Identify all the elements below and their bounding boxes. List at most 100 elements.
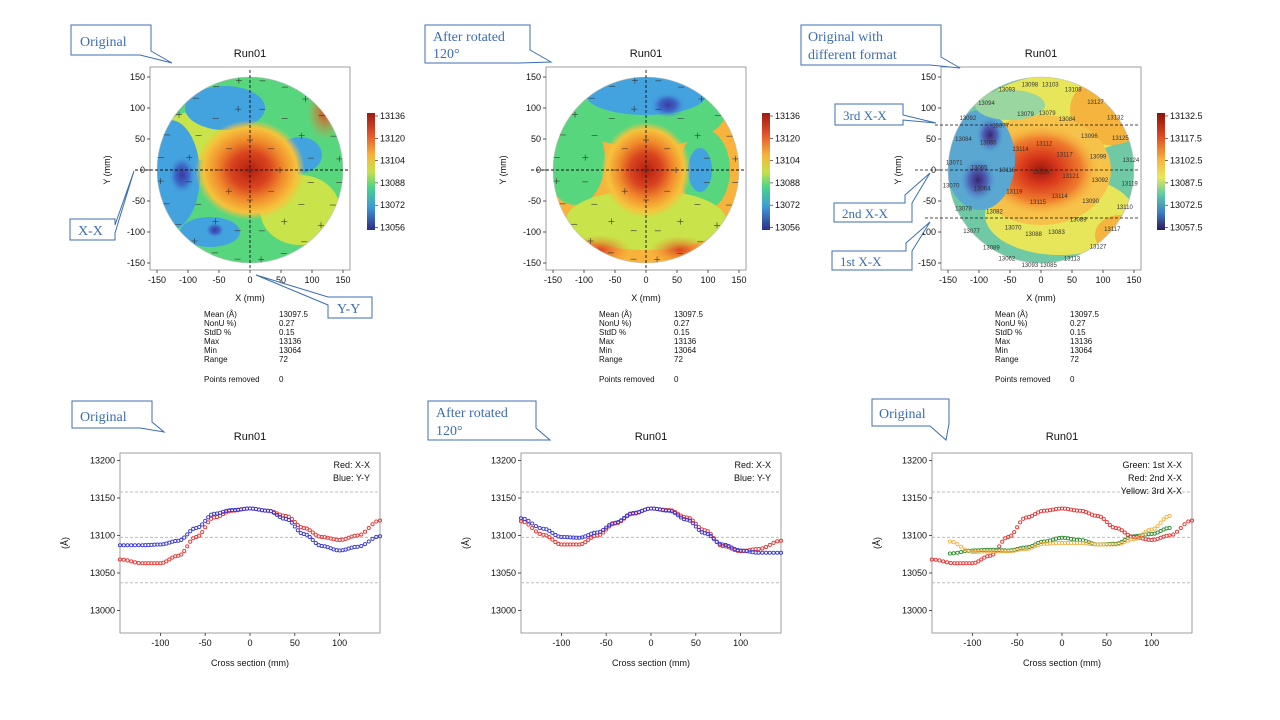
color-scale — [367, 113, 375, 230]
y-tick-label: 50 — [531, 134, 541, 144]
data-point — [289, 520, 294, 525]
map-axes: -150 -100 -50 0 50 100 150 150 100 50 0 -50 -100 -150 — [523, 72, 747, 285]
data-point — [355, 544, 360, 549]
stat-label: Min — [204, 346, 217, 355]
data-point — [117, 543, 123, 548]
callout-yy: Y-Y — [255, 274, 373, 319]
data-point — [705, 531, 710, 537]
data-point — [307, 528, 312, 533]
data-point — [1009, 533, 1014, 538]
data-point — [962, 549, 967, 554]
cross-section-chart-three-lines: Run01 13000 13050 13100 13150 13200 -100 -50 0 50… — [872, 431, 1195, 668]
legend-entry: Red: 2nd X-X — [1128, 473, 1182, 483]
data-point — [203, 518, 208, 523]
stat-label: NonU %) — [599, 319, 632, 328]
data-point — [1175, 529, 1180, 534]
chart-title: Run01 — [635, 431, 667, 443]
data-point — [197, 533, 202, 538]
stat-value: 13136 — [279, 337, 302, 346]
data-point — [760, 550, 765, 555]
point-value: 13114 — [1051, 194, 1068, 200]
point-value: 13096 — [1081, 134, 1098, 140]
x-axis-title: Cross section (mm) — [211, 658, 289, 668]
data-point — [1104, 519, 1109, 525]
data-point — [544, 533, 549, 538]
x-tick-label: 0 — [1038, 275, 1043, 285]
series-blue — [518, 506, 784, 555]
data-point — [771, 540, 776, 545]
data-point — [167, 557, 172, 562]
stat-label: Max — [599, 337, 614, 346]
stat-value: 0.15 — [674, 328, 690, 337]
point-value: 13099 — [1090, 154, 1107, 160]
x-tick-label: 50 — [1067, 275, 1077, 285]
data-point — [589, 535, 594, 540]
callout-xx: X-X — [69, 170, 135, 241]
stat-value: 0.15 — [1070, 328, 1086, 337]
data-point — [951, 551, 956, 556]
data-point — [537, 525, 542, 531]
data-point — [929, 557, 935, 562]
svg-text:120°: 120° — [433, 47, 460, 62]
scale-label: 13104 — [775, 156, 800, 166]
data-point — [778, 550, 784, 555]
y-tick-label: 13150 — [90, 493, 115, 503]
data-point — [767, 542, 772, 547]
y-tick-label: 13050 — [90, 568, 115, 578]
stat-value: 72 — [279, 355, 288, 364]
data-point — [533, 524, 538, 529]
stat-value: 0.27 — [674, 319, 690, 328]
data-point — [206, 515, 211, 520]
y-tick-label: -150 — [523, 258, 541, 268]
data-point — [1098, 514, 1103, 519]
y-tick-label: -150 — [918, 258, 936, 268]
data-point — [526, 518, 531, 523]
x-tick-label: 50 — [691, 638, 701, 648]
data-point — [374, 519, 379, 524]
data-point — [1167, 533, 1172, 538]
data-point — [304, 526, 309, 531]
cross-section-chart-rotated: Run01 13000 13050 13100 13150 13200 -100 -50 0 50… — [461, 431, 784, 668]
data-point — [182, 549, 187, 554]
data-point — [268, 509, 273, 514]
y-tick-label: 100 — [921, 103, 936, 113]
point-value: 13103 — [1042, 82, 1059, 88]
point-value: 13089 — [983, 246, 1000, 252]
data-point — [1140, 532, 1145, 537]
data-point — [295, 528, 300, 533]
data-point — [179, 537, 184, 542]
scale-label: 13117.5 — [1170, 133, 1202, 143]
point-value: 13092 — [1092, 178, 1109, 184]
x-tick-label: -50 — [212, 275, 225, 285]
point-value: 13115 — [1030, 200, 1047, 206]
point-value: 13078 — [955, 206, 972, 212]
data-point — [310, 530, 315, 535]
data-point — [778, 538, 784, 543]
x-tick-label: 100 — [332, 638, 347, 648]
y-tick-label: 100 — [130, 103, 145, 113]
points-removed-value: 0 — [674, 375, 679, 384]
data-point — [313, 540, 318, 546]
legend-entry: Red: X-X — [734, 460, 771, 470]
data-point — [182, 535, 187, 540]
data-point — [185, 532, 190, 537]
scale-label: 13056 — [775, 223, 800, 233]
data-point — [363, 529, 368, 534]
chart-title: Run01 — [1046, 431, 1078, 443]
y-tick-label: -150 — [127, 258, 145, 268]
data-point — [200, 530, 205, 535]
data-point — [179, 552, 184, 557]
data-point — [997, 544, 1002, 549]
point-value: 13084 — [1059, 117, 1076, 123]
x-axis-title: X (mm) — [1026, 293, 1056, 303]
data-point — [622, 515, 627, 520]
point-value: 13079 — [1039, 111, 1056, 117]
x-tick-label: 100 — [1144, 638, 1159, 648]
y-tick-label: 150 — [526, 72, 541, 82]
stat-value: 13136 — [674, 337, 697, 346]
stat-label: Mean (Å) — [204, 310, 237, 319]
point-value: 13062 — [999, 257, 1016, 263]
data-point — [933, 557, 938, 562]
stat-value: 0.27 — [279, 319, 295, 328]
point-value: 13070 — [943, 184, 960, 190]
